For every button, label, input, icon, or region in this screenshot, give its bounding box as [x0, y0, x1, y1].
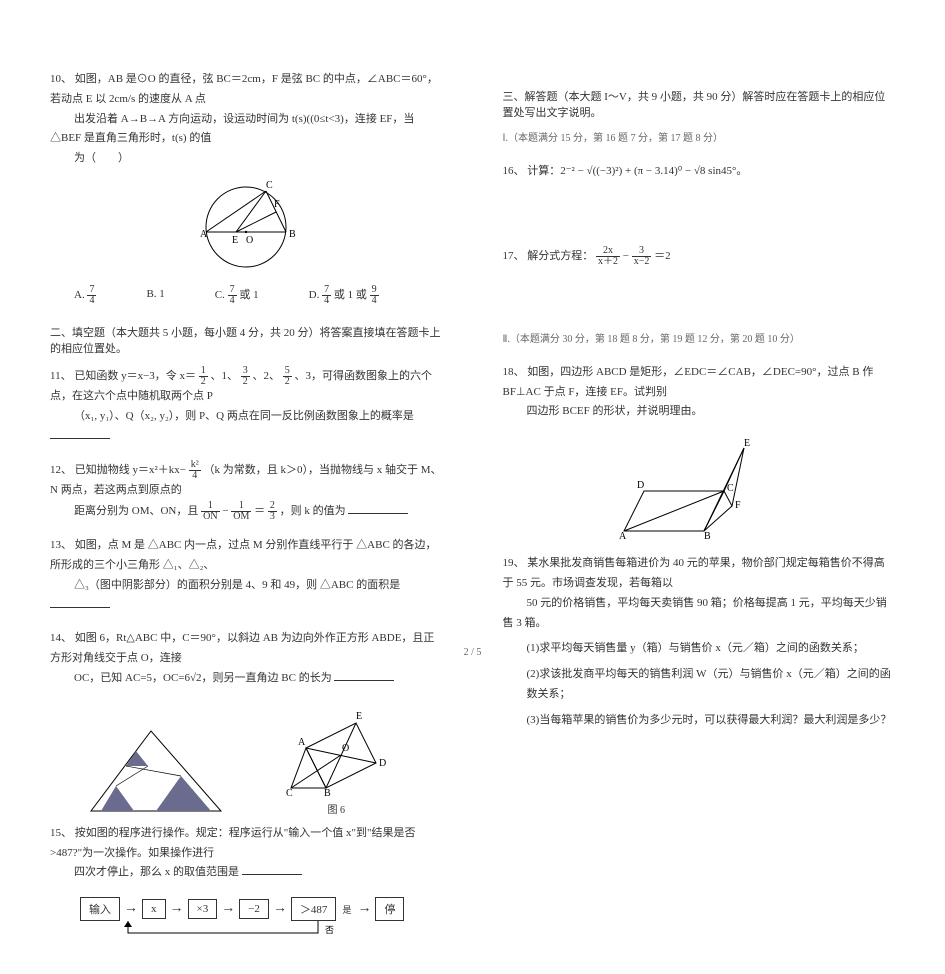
svg-text:D: D: [637, 480, 644, 491]
q17-num: 17、: [503, 250, 525, 262]
flow-op1: ×3: [188, 899, 218, 919]
arrow-icon: →: [221, 901, 235, 917]
q18-num: 18、: [503, 366, 525, 378]
q11-num: 11、: [50, 370, 72, 382]
q13-num: 13、: [50, 539, 72, 551]
question-16: 16、 计算：2⁻² − √((−3)²) + (π − 3.14)⁰ − √8…: [503, 162, 896, 182]
svg-text:C: C: [286, 788, 293, 798]
q13-figure: [86, 726, 226, 816]
q13-blank: [50, 596, 110, 608]
arrow-icon: →: [273, 901, 287, 917]
section-3-title: 三、解答题（本大题 I～V，共 9 小题，共 90 分）解答时应在答题卡上的相应…: [503, 88, 896, 120]
svg-text:D: D: [379, 758, 386, 769]
q16-workspace: [503, 196, 896, 246]
q19-sub2: (2)求该批发商平均每天的销售利润 W（元）与销售价 x（元／箱）之间的函数关系…: [503, 665, 896, 705]
q10-line1: 如图，AB 是⊙O 的直径，弦 BC＝2cm，F 是弦 BC 的中点，∠ABC＝…: [50, 73, 438, 105]
q14-blank: [334, 669, 394, 681]
right-column: 三、解答题（本大题 I～V，共 9 小题，共 90 分）解答时应在答题卡上的相应…: [503, 70, 896, 954]
svg-text:E: E: [744, 438, 750, 449]
q19-sub3: (3)当每箱苹果的销售价为多少元时，可以获得最大利润？最大利润是多少？: [503, 711, 896, 731]
question-14: 14、 如图 6，Rt△ABC 中，C＝90°，以斜边 AB 为边向外作正方形 …: [50, 629, 443, 688]
flow-feedback-arrow: 否: [80, 921, 380, 943]
flow-stop: 停: [375, 897, 404, 921]
q18-figure: A B C D E F: [503, 436, 896, 546]
svg-text:B: B: [704, 531, 711, 542]
choice-a: A. 74: [74, 285, 96, 306]
svg-text:E: E: [356, 711, 362, 722]
q16-num: 16、: [503, 165, 525, 177]
flow-op2: −2: [239, 899, 269, 919]
flow-cmp: ＞487: [291, 897, 337, 921]
svg-text:否: 否: [325, 925, 334, 935]
question-11: 11、 已知函数 y＝x−3，令 x＝ 12 、1、 32 、2、 52 、3，…: [50, 366, 443, 446]
part-2-title: Ⅱ.（本题满分 30 分，第 18 题 8 分，第 19 题 12 分，第 20…: [503, 331, 896, 349]
q10-line3: 为（ ）: [50, 152, 129, 164]
svg-text:B: B: [324, 788, 331, 798]
svg-text:O: O: [342, 743, 349, 754]
question-13: 13、 如图，点 M 是 △ABC 内一点，过点 M 分别作直线平行于 △ABC…: [50, 536, 443, 615]
q10-figure: A B C E F O: [50, 177, 443, 277]
label-E: E: [232, 235, 238, 246]
fig6-label: 图 6: [266, 801, 406, 816]
part-1-title: Ⅰ.（本题满分 15 分，第 16 题 7 分，第 17 题 8 分）: [503, 130, 896, 148]
flow-input: 输入: [80, 897, 120, 921]
q17-workspace: [503, 281, 896, 331]
q12-num: 12、: [50, 464, 72, 476]
q10-line2: 出发沿着 A→B→A 方向运动，设运动时间为 t(s)((0≤t<3)，连接 E…: [50, 113, 414, 145]
q10-num: 10、: [50, 73, 72, 85]
choice-d: D. 74 或 1 或 94: [309, 285, 379, 306]
question-18: 18、 如图，四边形 ABCD 是矩形，∠EDC＝∠CAB，∠DEC=90°，过…: [503, 363, 896, 422]
section-2-title: 二、填空题（本大题共 5 小题，每小题 4 分，共 20 分）将答案直接填在答题…: [50, 324, 443, 356]
question-19: 19、 某水果批发商销售每箱进价为 40 元的苹果，物价部门规定每箱售价不得高于…: [503, 554, 896, 730]
svg-text:F: F: [735, 500, 741, 511]
label-O: O: [246, 235, 253, 246]
q14-figure-wrap: C B A D E O 图 6: [266, 703, 406, 816]
svg-text:C: C: [727, 483, 734, 494]
exam-page: 10、 如图，AB 是⊙O 的直径，弦 BC＝2cm，F 是弦 BC 的中点，∠…: [0, 0, 945, 974]
q14-figure: C B A D E O: [266, 703, 406, 798]
q19-num: 19、: [503, 557, 525, 569]
label-C: C: [266, 180, 273, 191]
flow-x: x: [142, 899, 166, 919]
label-A: A: [200, 229, 208, 240]
svg-text:A: A: [619, 531, 627, 542]
q10-choices: A. 74 B. 1 C. 74 或 1 D. 74 或 1 或 94: [50, 285, 443, 306]
q12-blank: [348, 502, 408, 514]
question-15: 15、 按如图的程序进行操作。规定：程序运行从"输入一个值 x"到"结果是否 >…: [50, 824, 443, 883]
q15-blank: [242, 863, 302, 875]
flow-yes: 是: [342, 903, 351, 916]
q15-flowchart: 输入 → x → ×3 → −2 → ＞487 是 → 停 否: [80, 897, 443, 946]
label-F: F: [274, 199, 280, 210]
question-17: 17、 解分式方程： 2xx＋2 − 3x−2 ＝2: [503, 246, 896, 267]
q14-num: 14、: [50, 632, 72, 644]
arrow-icon: →: [124, 901, 138, 917]
label-B: B: [289, 229, 296, 240]
question-10: 10、 如图，AB 是⊙O 的直径，弦 BC＝2cm，F 是弦 BC 的中点，∠…: [50, 70, 443, 306]
q13-q14-figures: C B A D E O 图 6: [50, 703, 443, 816]
choice-b: B. 1: [146, 285, 164, 306]
left-column: 10、 如图，AB 是⊙O 的直径，弦 BC＝2cm，F 是弦 BC 的中点，∠…: [50, 70, 443, 954]
q15-num: 15、: [50, 827, 72, 839]
arrow-icon: →: [170, 901, 184, 917]
choice-c: C. 74 或 1: [215, 285, 259, 306]
question-12: 12、 已知抛物线 y＝x²＋kx− k²4 （k 为常数，且 k＞0），当抛物…: [50, 460, 443, 522]
page-footer: 2 / 5: [0, 647, 945, 658]
svg-text:A: A: [298, 737, 306, 748]
q11-blank: [50, 427, 110, 439]
arrow-icon: →: [357, 901, 371, 917]
